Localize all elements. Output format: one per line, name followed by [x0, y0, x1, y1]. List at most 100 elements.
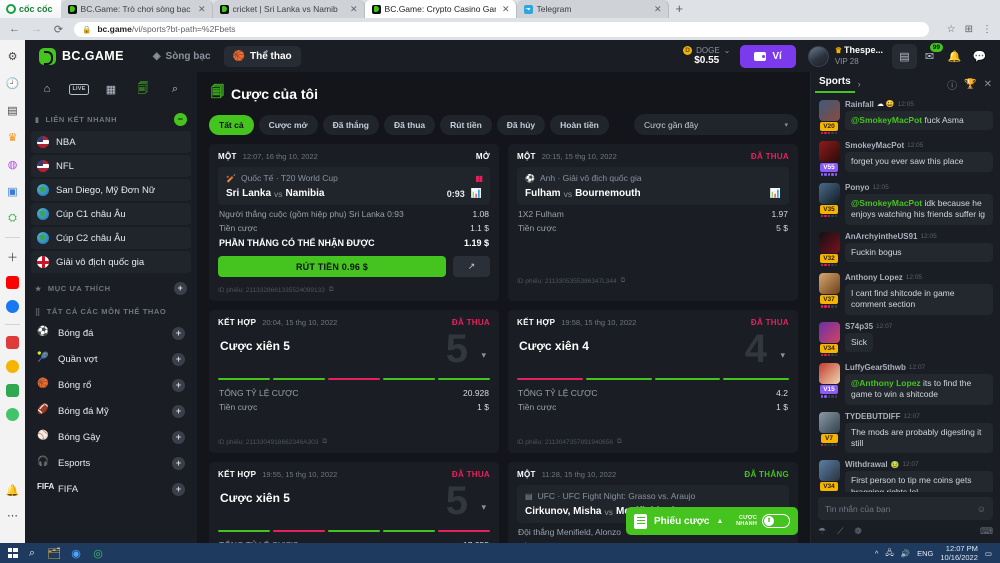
- quick-link-san-diego[interactable]: San Diego, Mỹ Đơn Nữ: [31, 179, 191, 201]
- mention[interactable]: @SmokeyMacPot: [851, 197, 923, 208]
- live-icon[interactable]: LIVE: [67, 78, 91, 100]
- mention[interactable]: @SmokeyMacPot: [851, 114, 923, 125]
- sidebar-item-baseball[interactable]: ⚾ Bóng Gậy +: [31, 425, 191, 449]
- calendar-icon[interactable]: [6, 336, 19, 349]
- add-favorite-button[interactable]: +: [174, 282, 187, 295]
- quick-link-nfl[interactable]: NFL: [31, 155, 191, 177]
- info-icon[interactable]: ⓘ: [947, 80, 958, 92]
- keyboard-icon[interactable]: ⌨: [980, 526, 993, 536]
- avatar[interactable]: [818, 231, 840, 253]
- stats-icon[interactable]: 📊: [769, 188, 781, 198]
- browser-tab-4[interactable]: Telegram ✕: [516, 0, 669, 18]
- mail-icon[interactable]: ✉ 99: [917, 42, 943, 69]
- copy-icon[interactable]: ⧉: [322, 438, 328, 445]
- message-username[interactable]: Ponyo: [845, 182, 870, 192]
- news-icon[interactable]: ▣: [7, 185, 18, 198]
- copy-icon[interactable]: ⧉: [617, 438, 622, 445]
- avatar[interactable]: [818, 363, 840, 385]
- close-icon[interactable]: ✕: [653, 3, 662, 14]
- match-block[interactable]: ⚽ Anh · Giải vô địch quốc gia Fulham vs …: [517, 167, 789, 205]
- avatar[interactable]: [818, 460, 840, 482]
- sidebar-item-tennis[interactable]: 🎾 Quần vợt +: [31, 347, 191, 371]
- close-icon[interactable]: ✕: [349, 3, 358, 14]
- message-username[interactable]: S74p35: [845, 321, 874, 331]
- coccoc-icon[interactable]: ◎: [93, 547, 103, 560]
- message-username[interactable]: TYDEBUTDIFF: [845, 411, 901, 421]
- clock[interactable]: 12:07 PM 10/16/2022: [940, 544, 978, 562]
- search-icon[interactable]: ⌕: [171, 82, 179, 95]
- message-username[interactable]: LuffyGear5thwb: [845, 363, 906, 373]
- mybets-icon[interactable]: 🗐: [137, 82, 149, 95]
- quick-link-nba[interactable]: NBA: [31, 131, 191, 153]
- chat-room-tab[interactable]: Sports: [815, 76, 855, 93]
- betslip-bar[interactable]: Phiếu cược ▲ CƯỢC NHANH: [626, 507, 798, 535]
- bell-icon[interactable]: 🔔: [5, 484, 20, 497]
- mention[interactable]: @Anthony Lopez: [851, 378, 921, 389]
- crown-icon[interactable]: ♛: [7, 131, 18, 144]
- filter-cancelled[interactable]: Đã hủy: [496, 114, 546, 135]
- filter-cashout[interactable]: Rút tiền: [440, 114, 492, 135]
- facebook-icon[interactable]: [6, 300, 19, 313]
- bet-card[interactable]: MỘT 12:07, 16 thg 10, 2022 MỞ 🏏 Quốc Tế …: [209, 144, 499, 301]
- stats-icon[interactable]: 📊: [470, 188, 482, 198]
- trophy-icon[interactable]: 🏆: [964, 78, 977, 90]
- avatar[interactable]: [818, 321, 840, 343]
- history-icon[interactable]: 🕘: [5, 77, 20, 90]
- close-icon[interactable]: ✕: [501, 3, 510, 14]
- filter-refund[interactable]: Hoàn tiền: [550, 114, 609, 135]
- filter-all[interactable]: Tất cả: [209, 114, 254, 135]
- message-username[interactable]: Rainfall: [845, 99, 874, 109]
- home-icon[interactable]: ⌂: [43, 83, 51, 95]
- chat-messages[interactable]: V20 Rainfall ☁ 😀 12:05 @SmokeyMacPot fuc…: [811, 97, 1000, 492]
- filter-open[interactable]: Cược mở: [258, 114, 318, 135]
- rain-icon[interactable]: ☂: [818, 526, 827, 536]
- sidebar-item-american-football[interactable]: 🏈 Bóng đá Mỹ +: [31, 399, 191, 423]
- shop-icon[interactable]: [6, 384, 19, 397]
- extensions-icon[interactable]: ⊞: [964, 23, 973, 35]
- browser-tab-2[interactable]: cricket | Sri Lanka vs Namib ✕: [212, 0, 365, 18]
- messenger-icon[interactable]: ◍: [7, 158, 18, 171]
- close-icon[interactable]: ✕: [983, 78, 992, 90]
- share-button[interactable]: ↗: [453, 256, 490, 277]
- avatar[interactable]: [818, 182, 840, 204]
- expand-button[interactable]: +: [172, 456, 185, 470]
- sidebar-item-fifa[interactable]: FIFA FIFA +: [31, 477, 191, 501]
- bet-card[interactable]: KẾT HỢP 19:58, 15 thg 10, 2022 ĐÃ THUA C…: [508, 310, 798, 453]
- emoji-picker-icon[interactable]: ☺: [976, 503, 986, 514]
- browser-tab-1[interactable]: BC.Game: Trò chơi sòng bạc ✕: [60, 0, 213, 18]
- bet-card[interactable]: KẾT HỢP 20:04, 15 thg 10, 2022 ĐÃ THUA C…: [209, 310, 499, 453]
- sidebar-item-esports[interactable]: 🎧 Esports +: [31, 451, 191, 475]
- quick-link-europa-league[interactable]: Cúp C2 châu Âu: [31, 227, 191, 249]
- more-icon[interactable]: ⋯: [7, 509, 18, 522]
- copy-icon[interactable]: ⧉: [328, 286, 334, 293]
- sidebar-item-football[interactable]: ⚽ Bóng đá +: [31, 321, 191, 345]
- chrome-icon[interactable]: ◉: [71, 547, 81, 560]
- user-profile[interactable]: ♛ Thespe... VIP 28: [796, 45, 892, 67]
- volume-icon[interactable]: 🔊: [900, 548, 911, 558]
- bars-icon[interactable]: ▤: [892, 43, 917, 69]
- copy-icon[interactable]: ⧉: [620, 277, 626, 284]
- expand-button[interactable]: +: [172, 482, 185, 496]
- message-username[interactable]: SmokeyMacPot: [845, 141, 905, 151]
- forward-icon[interactable]: →: [31, 23, 42, 35]
- tray-expand-icon[interactable]: ^: [874, 548, 879, 558]
- collapse-quick-links-button[interactable]: −: [174, 113, 187, 126]
- bookmark-star-icon[interactable]: ☆: [946, 23, 956, 35]
- chevron-down-icon[interactable]: ▾: [481, 350, 486, 360]
- back-icon[interactable]: ←: [9, 23, 20, 35]
- youtube-icon[interactable]: [6, 276, 19, 289]
- browser-tab-3[interactable]: BC.Game: Crypto Casino Gam ✕: [364, 0, 517, 18]
- chevron-down-icon[interactable]: ▾: [481, 502, 486, 512]
- chevron-down-icon[interactable]: ▾: [780, 350, 785, 360]
- avatar[interactable]: [818, 141, 840, 163]
- bell-icon[interactable]: 🔔: [947, 50, 962, 63]
- message-username[interactable]: Anthony Lopez: [845, 273, 903, 283]
- nav-sports[interactable]: 🏀 Thể thao: [223, 45, 301, 67]
- paint-icon[interactable]: [6, 408, 19, 421]
- url-input[interactable]: 🔒 bc.game/vi/sports?bt-path=%2Fbets: [74, 21, 929, 37]
- wallet-button[interactable]: Ví: [740, 44, 796, 68]
- expand-button[interactable]: +: [172, 430, 185, 444]
- start-icon[interactable]: [4, 545, 21, 562]
- gear-icon[interactable]: ⚙: [7, 50, 18, 63]
- reload-icon[interactable]: ⟳: [53, 23, 64, 36]
